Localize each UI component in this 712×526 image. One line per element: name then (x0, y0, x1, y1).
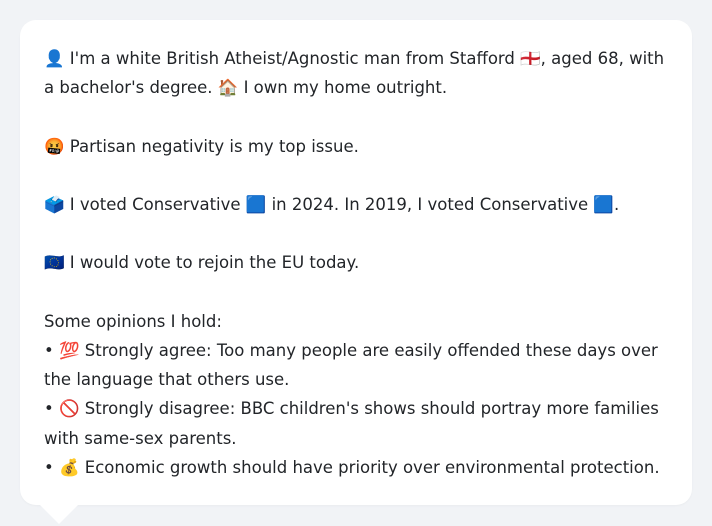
persona-message-text: 👤 I'm a white British Atheist/Agnostic m… (44, 44, 674, 482)
paragraph-spacer (44, 278, 674, 307)
speech-bubble-tail (38, 503, 80, 524)
paragraph-spacer (44, 161, 674, 190)
opinion-item: • 💰 Economic growth should have priority… (44, 457, 660, 477)
intro-paragraph: 👤 I'm a white British Atheist/Agnostic m… (44, 49, 665, 98)
opinion-item: • 💯 Strongly agree: Too many people are … (44, 340, 658, 390)
persona-message-bubble: 👤 I'm a white British Atheist/Agnostic m… (20, 20, 692, 505)
paragraph-spacer (44, 102, 674, 131)
paragraph-spacer (44, 219, 674, 248)
opinion-item: • 🚫 Strongly disagree: BBC children's sh… (44, 399, 659, 448)
opinions-heading: Some opinions I hold: (44, 311, 222, 331)
eu-stance-paragraph: 🇪🇺 I would vote to rejoin the EU today. (44, 253, 360, 273)
voting-history-paragraph: 🗳️ I voted Conservative 🟦 in 2024. In 20… (44, 194, 620, 214)
top-issue-paragraph: 🤬 Partisan negativity is my top issue. (44, 136, 359, 156)
